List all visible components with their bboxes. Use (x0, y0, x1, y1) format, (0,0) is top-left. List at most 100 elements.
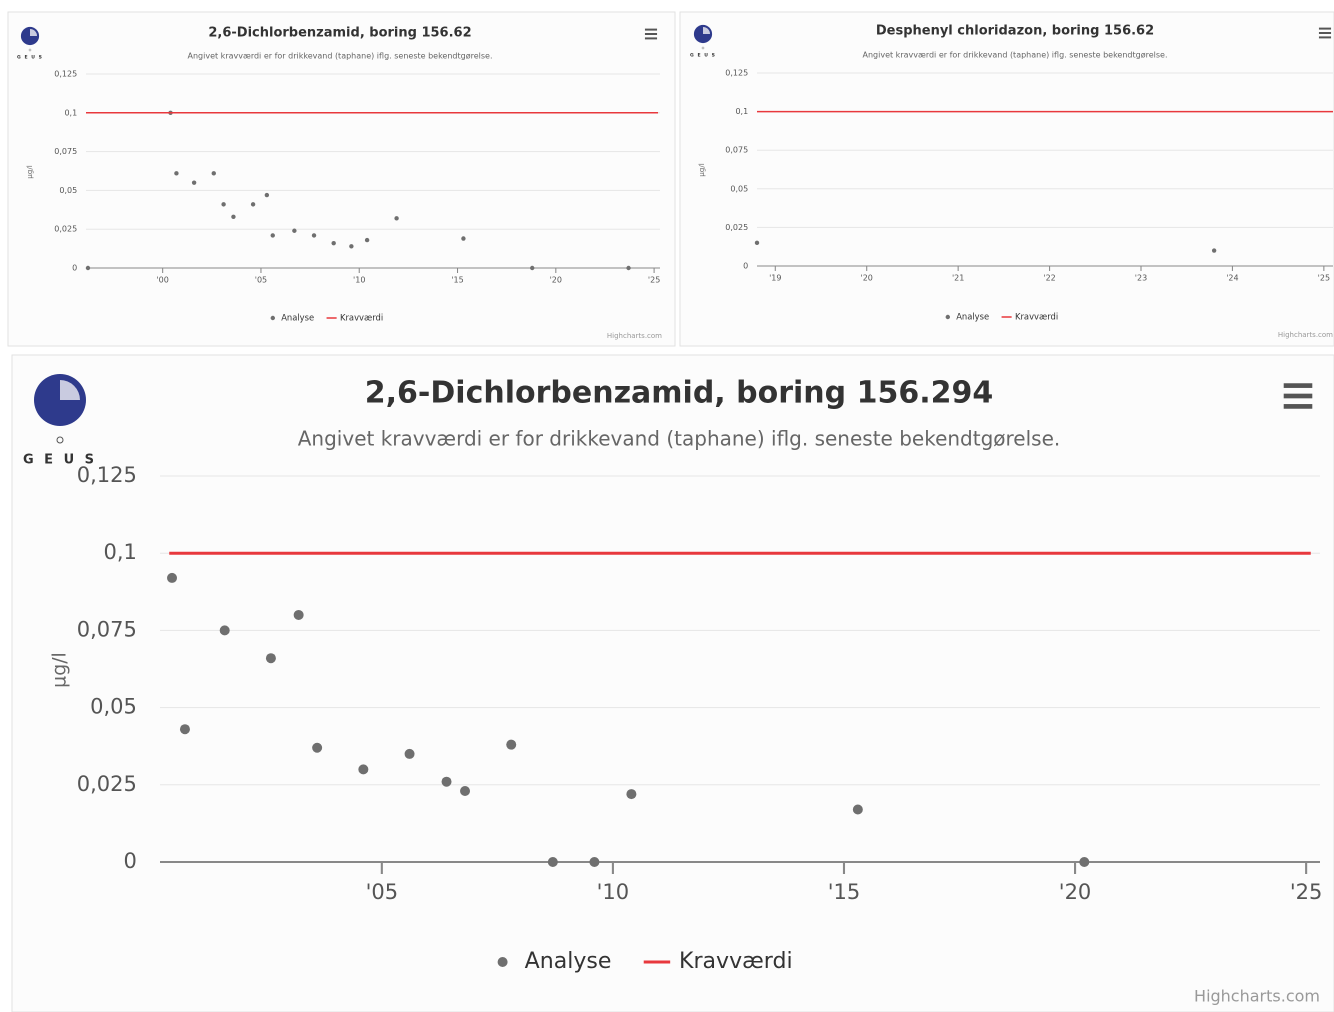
menu-bar (1283, 393, 1313, 399)
logo-text: G E U S (23, 453, 97, 468)
data-point (264, 192, 270, 198)
x-tick-label: '15 (451, 276, 463, 285)
data-point (167, 572, 178, 583)
data-point (311, 233, 317, 238)
data-point (364, 237, 370, 243)
menu-bar (1318, 36, 1332, 39)
y-tick-label: 0,075 (725, 146, 748, 155)
y-tick-label: 0,075 (77, 617, 137, 641)
menu-bar (644, 28, 658, 31)
data-point (1079, 857, 1090, 867)
data-point (506, 739, 517, 750)
x-tick-label: '20 (861, 274, 873, 283)
menu-button[interactable] (644, 28, 658, 40)
data-point (221, 202, 226, 207)
y-tick-label: 0,05 (59, 186, 77, 195)
logo-slice (60, 380, 80, 400)
y-tick-label: 0 (124, 849, 137, 873)
legend-label[interactable]: Kravværdi (679, 949, 793, 974)
data-point (589, 857, 600, 867)
y-tick-label: 0,125 (77, 463, 137, 487)
y-tick-label: 0 (72, 264, 77, 273)
menu-bar (1318, 27, 1332, 30)
panel (7, 11, 676, 347)
logo: G E U S (17, 26, 43, 61)
x-tick-label: '22 (1043, 274, 1055, 283)
data-point (626, 265, 631, 271)
y-tick-label: 0,05 (90, 695, 137, 719)
x-tick-label: '21 (952, 274, 964, 283)
data-point (292, 228, 297, 233)
logo-slice (30, 29, 37, 36)
legend-label[interactable]: Kravværdi (1015, 312, 1058, 322)
y-tick-label: 0,1 (64, 108, 77, 117)
panel (679, 11, 1334, 347)
logo-dot (701, 46, 705, 50)
y-axis-title: µg/l (49, 652, 71, 688)
chart-subtitle: Angivet kravværdi er for drikkevand (tap… (298, 427, 1061, 451)
data-point (85, 265, 91, 271)
legend-symbol (497, 957, 508, 967)
legend-label[interactable]: Kravværdi (340, 313, 383, 323)
legend-label[interactable]: Analyse (281, 313, 314, 323)
menu-button[interactable] (1283, 383, 1313, 409)
x-tick-label: '25 (648, 276, 660, 285)
data-point (211, 171, 216, 176)
x-tick-label: '10 (597, 880, 630, 904)
y-tick-label: 0,025 (725, 223, 748, 232)
data-point (754, 240, 760, 246)
credits: Highcharts.com (1194, 987, 1320, 1006)
y-tick-label: 0,075 (54, 147, 77, 156)
logo-slice (703, 27, 710, 34)
data-point (547, 857, 558, 867)
chart-subtitle: Angivet kravværdi er for drikkevand (tap… (863, 51, 1168, 60)
panel (11, 354, 1334, 1012)
chart-title: Desphenyl chloridazon, boring 156.62 (876, 24, 1154, 39)
data-point (191, 180, 197, 185)
data-point (852, 804, 863, 815)
data-point (250, 202, 256, 207)
data-point (394, 216, 399, 221)
chart-subtitle: Angivet kravværdi er for drikkevand (tap… (188, 52, 493, 61)
data-point (530, 265, 535, 271)
credits: Highcharts.com (1278, 331, 1333, 339)
data-point (358, 764, 369, 775)
x-tick-label: '24 (1226, 274, 1238, 283)
y-tick-label: 0,05 (730, 184, 748, 193)
x-tick-label: '23 (1135, 274, 1147, 283)
x-tick-label: '00 (156, 276, 168, 285)
chart-title: 2,6-Dichlorbenzamid, boring 156.62 (208, 26, 471, 41)
logo-text: G E U S (17, 55, 43, 61)
legend-label[interactable]: Analyse (525, 949, 612, 974)
legend-label[interactable]: Analyse (956, 312, 989, 322)
data-point (626, 789, 637, 800)
x-tick-label: '20 (1059, 880, 1092, 904)
y-axis-title: µg/l (25, 165, 34, 179)
y-tick-label: 0,025 (54, 225, 77, 234)
data-point (1211, 248, 1217, 253)
menu-bar (1318, 32, 1332, 34)
y-tick-label: 0,125 (54, 70, 77, 79)
y-tick-label: 0 (743, 262, 748, 271)
menu-bar (1283, 404, 1313, 409)
logo-text: G E U S (690, 53, 716, 59)
data-point (219, 625, 230, 636)
menu-bar (644, 33, 658, 35)
y-tick-label: 0,025 (77, 772, 137, 796)
data-point (174, 171, 179, 176)
data-point (293, 609, 304, 620)
logo-dot (56, 436, 64, 444)
menu-button[interactable] (1318, 27, 1332, 39)
data-point (461, 236, 466, 241)
x-tick-label: '25 (1318, 274, 1330, 283)
data-point (404, 748, 415, 759)
data-point (441, 776, 452, 787)
x-tick-label: '05 (255, 276, 267, 285)
x-tick-label: '25 (1290, 880, 1323, 904)
y-tick-label: 0,125 (725, 69, 748, 78)
data-point (349, 244, 354, 249)
legend-symbol (945, 314, 950, 320)
x-tick-label: '20 (550, 276, 562, 285)
data-point (231, 214, 236, 219)
